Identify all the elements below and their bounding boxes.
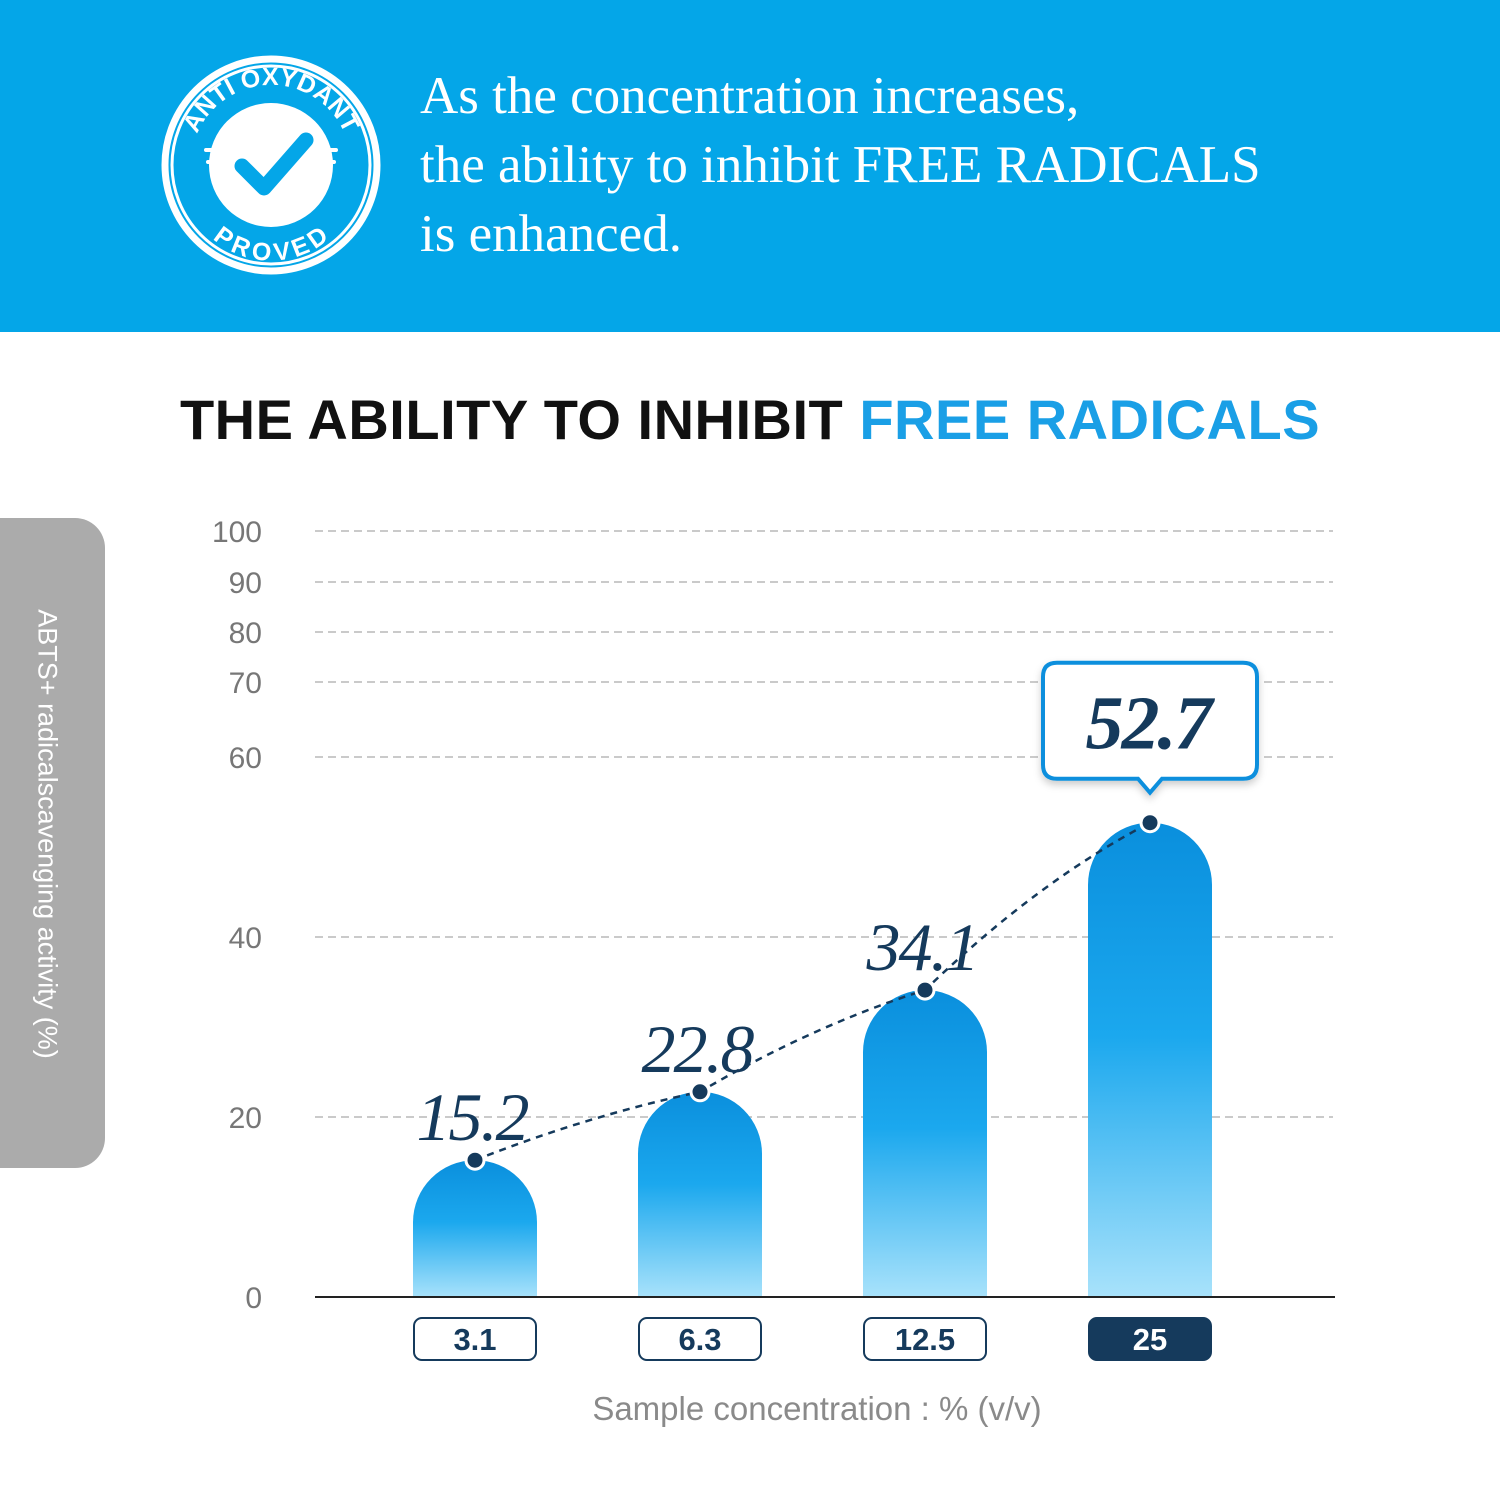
y-tick-label: 100 (212, 516, 262, 549)
check-icon (234, 132, 314, 196)
y-axis-label-tab (0, 518, 105, 1168)
x-tick-pill (863, 1317, 987, 1361)
x-tick-pill (413, 1317, 537, 1361)
x-axis-label: Sample concentration : % (v/v) (592, 1390, 1042, 1427)
y-tick-label: 40 (229, 922, 262, 955)
x-tick-labels: 3.1 6.3 12.5 25 (413, 1317, 1212, 1361)
value-label: 15.2 (417, 1079, 529, 1155)
header-banner: ANTI OXYDANT PROVED As the concentration… (0, 0, 1500, 332)
value-label: 22.8 (642, 1011, 755, 1087)
trend-point (464, 1149, 486, 1171)
x-tick-label: 12.5 (895, 1322, 955, 1357)
x-tick: 3.1 (413, 1317, 537, 1361)
value-label: 34.1 (866, 909, 978, 985)
bar (638, 1091, 762, 1297)
x-tick: 25 (1088, 1317, 1212, 1361)
trend-points (464, 812, 1161, 1171)
headline-line-2: the ability to inhibit FREE RADICALS (420, 136, 1261, 194)
bar-chart: 0 20 40 60 70 80 90 100 15.2 22.8 34.1 52.7 3.1 6.3… (212, 516, 1335, 1361)
value-callout: 52.7 (1041, 660, 1259, 796)
x-tick-pill (638, 1317, 762, 1361)
trend-point (914, 979, 936, 1001)
x-tick-pill-selected (1088, 1317, 1212, 1361)
x-tick-label: 25 (1133, 1322, 1167, 1357)
y-tick-label: 0 (245, 1282, 262, 1315)
value-label: 52.7 (1086, 682, 1216, 766)
trend-point (689, 1081, 711, 1103)
bar (1088, 822, 1212, 1297)
badge-center (209, 103, 333, 227)
y-tick-label: 70 (229, 667, 262, 700)
headline: As the concentration increases, the abil… (420, 62, 1480, 269)
headline-line-1: As the concentration increases, (420, 67, 1080, 125)
chart-title-highlight: FREE RADICALS (859, 388, 1321, 451)
bars (413, 822, 1212, 1297)
trend-point (1139, 812, 1161, 834)
chart-title-dark: THE ABILITY TO INHIBIT (179, 388, 844, 451)
x-tick: 12.5 (863, 1317, 987, 1361)
value-labels: 15.2 22.8 34.1 52.7 (417, 660, 1259, 1155)
y-tick-label: 60 (229, 742, 262, 775)
bar (413, 1160, 537, 1297)
x-tick-label: 3.1 (453, 1322, 496, 1357)
x-tick: 6.3 (638, 1317, 762, 1361)
anti-oxydant-proved-badge: ANTI OXYDANT PROVED (161, 55, 381, 275)
y-tick-labels: 0 20 40 60 70 80 90 100 (212, 516, 262, 1315)
y-tick-label: 90 (229, 567, 262, 600)
chart-title: THE ABILITY TO INHIBIT FREE RADICALS (0, 384, 1500, 456)
bar (863, 990, 987, 1297)
x-tick-label: 6.3 (678, 1322, 721, 1357)
headline-line-3: is enhanced. (420, 205, 682, 263)
y-tick-label: 80 (229, 617, 262, 650)
callout-box (1041, 660, 1259, 796)
trend-line (474, 821, 1151, 1162)
y-tick-label: 20 (229, 1102, 262, 1135)
